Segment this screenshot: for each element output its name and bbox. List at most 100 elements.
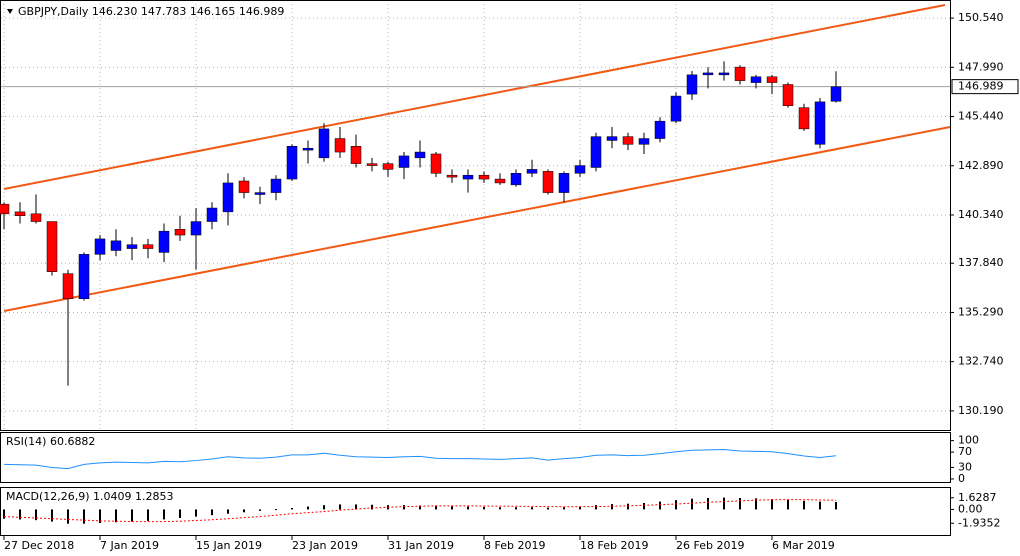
candle-body — [718, 72, 730, 76]
channel-upper — [3, 4, 946, 190]
macd-panel — [0, 487, 951, 536]
candle-body — [478, 174, 490, 180]
x-tick-label: 7 Jan 2019 — [100, 539, 159, 552]
signal-line — [3, 499, 837, 523]
candle-body — [78, 254, 90, 299]
candle-body — [94, 238, 106, 255]
candle-body — [174, 229, 186, 236]
candle-body — [30, 213, 42, 222]
y-tick-label: -1.9352 — [958, 516, 1000, 529]
macd-bar — [355, 504, 357, 510]
macd-bar — [787, 499, 789, 510]
macd-bar — [643, 503, 645, 510]
macd-bar — [771, 499, 773, 510]
x-tick-label: 31 Jan 2019 — [388, 539, 454, 552]
x-tick-label: 15 Jan 2019 — [196, 539, 262, 552]
macd-bar — [195, 509, 197, 517]
candle-body — [398, 155, 410, 168]
candle-body — [750, 76, 762, 83]
grid — [1, 4, 950, 430]
candle-body — [254, 192, 266, 195]
candle-body — [142, 244, 154, 249]
macd-bar — [499, 507, 501, 510]
macd-bar — [819, 501, 821, 510]
candle-body — [702, 72, 714, 76]
macd-bar — [35, 509, 37, 521]
candle-body — [158, 230, 170, 253]
y-tick-label: 0 — [958, 472, 965, 485]
macd-bar — [755, 498, 757, 510]
candle-body — [0, 203, 10, 215]
macd-bar — [259, 509, 261, 511]
x-tick-label: 26 Feb 2019 — [676, 539, 744, 552]
x-tick-label: 23 Jan 2019 — [292, 539, 358, 552]
y-tick-label: 137.840 — [958, 256, 1004, 269]
rsi-panel — [0, 432, 951, 483]
macd-bar — [179, 509, 181, 518]
macd-bar — [707, 498, 709, 510]
candle-body — [110, 240, 122, 251]
rsi-line — [3, 448, 837, 470]
candle-body — [286, 146, 298, 180]
candle-body — [382, 163, 394, 170]
macd-bar — [627, 503, 629, 510]
last-price-label: 146.989 — [958, 80, 1004, 93]
macd-bar — [371, 504, 373, 510]
macd-bar — [403, 505, 405, 510]
menu-arrow — [7, 9, 13, 14]
candle-body — [14, 211, 26, 216]
candle-body — [46, 221, 58, 272]
macd-bar — [579, 506, 581, 510]
macd-bar — [147, 509, 149, 521]
y-tick-label: 142.890 — [958, 159, 1004, 172]
y-tick-label: 100 — [958, 434, 979, 447]
macd-bar — [803, 500, 805, 510]
y-tick-label: 130.190 — [958, 404, 1004, 417]
macd-bar — [739, 498, 741, 510]
macd-bar — [51, 509, 53, 522]
candle-body — [670, 95, 682, 122]
macd-bar — [275, 509, 277, 511]
candle-body — [686, 74, 698, 95]
x-tick-label: 18 Feb 2019 — [580, 539, 648, 552]
macd-bar — [467, 506, 469, 510]
candle-body — [318, 128, 330, 159]
macd-bar — [419, 505, 421, 510]
macd-bar — [659, 501, 661, 510]
macd-bar — [435, 505, 437, 510]
x-tick-label: 6 Mar 2019 — [772, 539, 835, 552]
candle-body — [734, 66, 746, 81]
candle-body — [350, 146, 362, 164]
candle-body — [654, 120, 666, 139]
channel-lower — [3, 126, 951, 312]
main-panel — [0, 0, 951, 431]
y-tick-label: 70 — [958, 445, 972, 458]
candle-body — [462, 174, 474, 180]
last-price-box — [951, 79, 1019, 95]
candle-body — [126, 244, 138, 249]
candle-body — [270, 178, 282, 193]
candle-body — [414, 151, 426, 159]
candle-body — [558, 173, 570, 193]
macd-bar — [563, 507, 565, 510]
macd-bar — [163, 509, 165, 520]
candle-body — [222, 182, 234, 213]
candle-body — [622, 136, 634, 145]
y-tick-label: 135.290 — [958, 305, 1004, 318]
macd-bar — [547, 507, 549, 510]
macd-bar — [483, 506, 485, 510]
macd-bar — [339, 504, 341, 510]
candle-body — [574, 165, 586, 174]
y-tick-label: 0.00 — [958, 502, 983, 515]
candle-body — [798, 107, 810, 130]
y-tick-label: 147.990 — [958, 60, 1004, 73]
macd-bar — [451, 506, 453, 510]
macd-bar — [691, 498, 693, 510]
candle-body — [494, 178, 506, 184]
candle-body — [446, 174, 458, 178]
candle-body — [190, 221, 202, 236]
candle-body — [430, 153, 442, 174]
candle-body — [542, 171, 554, 193]
candle-body — [510, 173, 522, 186]
